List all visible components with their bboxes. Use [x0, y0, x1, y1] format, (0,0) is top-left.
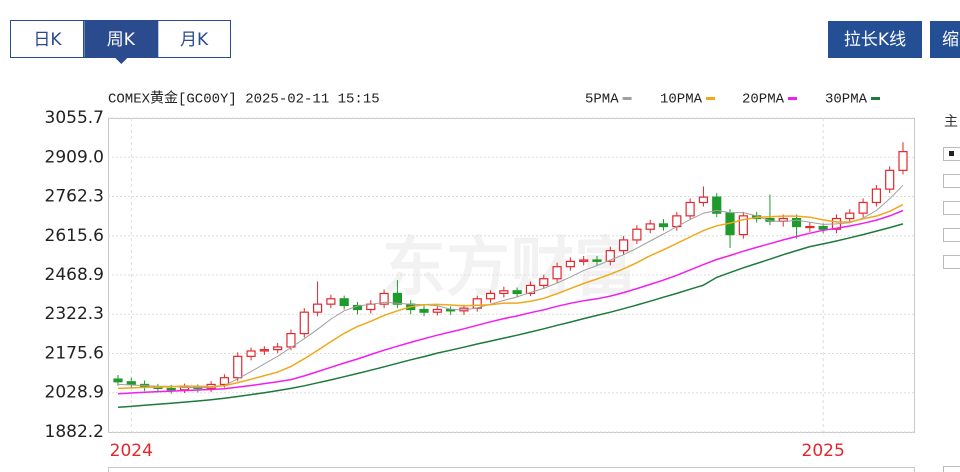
- candle-body: [898, 151, 908, 171]
- tab-label[interactable]: 日K: [33, 30, 62, 50]
- candle-body: [166, 387, 176, 391]
- candle-body: [645, 223, 655, 230]
- candle-body: [858, 201, 868, 214]
- candle-body: [419, 308, 429, 313]
- candle-body: [778, 217, 788, 222]
- candle-body: [299, 311, 309, 335]
- watermark: 东方财富: [382, 232, 638, 306]
- tab-selected[interactable]: [84, 21, 159, 57]
- checkbox[interactable]: [943, 466, 960, 472]
- y-tick-label: 2615.6: [45, 226, 104, 246]
- candle-body: [432, 308, 442, 313]
- y-tick-label: 2762.3: [45, 187, 104, 207]
- button-bg[interactable]: [828, 21, 922, 58]
- candle-body: [605, 250, 615, 262]
- y-tick-label: 2468.9: [45, 265, 104, 285]
- legend-label: 30PMA: [825, 92, 868, 108]
- candle-body: [246, 350, 256, 357]
- side-label: 主: [944, 114, 958, 130]
- candle-body: [658, 223, 669, 228]
- candle-body: [512, 290, 522, 295]
- y-tick-label: 2175.6: [45, 343, 104, 363]
- candle-body: [871, 188, 881, 204]
- candle-body: [565, 260, 575, 268]
- y-tick-label: 2028.9: [45, 383, 104, 403]
- candle-body: [392, 292, 403, 305]
- chart-title: COMEX黄金[GC00Y] 2025-02-11 15:15: [108, 90, 380, 108]
- candle-body: [738, 215, 748, 236]
- candle-body: [791, 217, 802, 228]
- tab-label[interactable]: 周K: [107, 30, 136, 50]
- candle-body: [818, 225, 828, 230]
- legend-label: 5PMA: [585, 92, 619, 108]
- checkbox-mark: [949, 151, 954, 156]
- legend-label: 10PMA: [660, 92, 703, 108]
- ma-line: [117, 184, 904, 389]
- legend-swatch: [622, 97, 632, 100]
- y-tick-label: 1882.2: [45, 422, 104, 442]
- candle-body: [312, 303, 323, 313]
- candle-body: [579, 259, 589, 262]
- candle-body: [618, 239, 629, 252]
- tab-label[interactable]: 月K: [180, 30, 209, 50]
- candle-body: [485, 292, 496, 300]
- candle-body: [273, 346, 283, 351]
- legend-swatch: [706, 97, 716, 100]
- candle-body: [499, 290, 509, 295]
- candle-body: [698, 196, 709, 204]
- y-tick-label: 3055.7: [45, 108, 104, 128]
- y-tick-label: 2322.3: [45, 304, 104, 324]
- checkbox[interactable]: [943, 255, 960, 269]
- ma-line: [117, 223, 904, 408]
- x-tick-label: 2024: [110, 441, 153, 461]
- tab-pointer: [114, 57, 129, 64]
- candle-body: [219, 377, 230, 386]
- x-tick-label: 2025: [802, 441, 845, 461]
- candle-body: [379, 292, 389, 305]
- candle-body: [126, 381, 136, 386]
- candle-body: [552, 266, 562, 280]
- button-bg[interactable]: [930, 21, 960, 58]
- checkbox[interactable]: [943, 174, 960, 188]
- legend-label: 20PMA: [742, 92, 785, 108]
- candle-body: [113, 378, 123, 383]
- candle-body: [259, 349, 269, 352]
- candle-body: [685, 201, 695, 217]
- candle-body: [632, 228, 642, 241]
- candle-body: [845, 212, 855, 220]
- ma-line: [117, 209, 904, 395]
- ma-line: [117, 203, 904, 390]
- button-label[interactable]: 拉长K线: [844, 30, 906, 50]
- checkbox[interactable]: [943, 228, 960, 242]
- candle-body: [286, 332, 296, 348]
- legend-swatch: [788, 97, 798, 100]
- candle-body: [712, 196, 722, 214]
- y-tick-label: 2909.0: [45, 147, 104, 167]
- checkbox[interactable]: [943, 201, 960, 215]
- button-label[interactable]: 缩: [942, 30, 959, 50]
- candle-body: [592, 259, 602, 262]
- legend-swatch: [871, 97, 881, 100]
- candle-body: [539, 278, 549, 287]
- candle-body: [885, 169, 895, 190]
- candle-body: [525, 284, 536, 295]
- candle-body: [233, 355, 243, 379]
- candle-body: [339, 298, 349, 307]
- candle-body: [326, 298, 336, 305]
- candle-body: [805, 225, 815, 229]
- lower-panel-frame: [108, 467, 915, 472]
